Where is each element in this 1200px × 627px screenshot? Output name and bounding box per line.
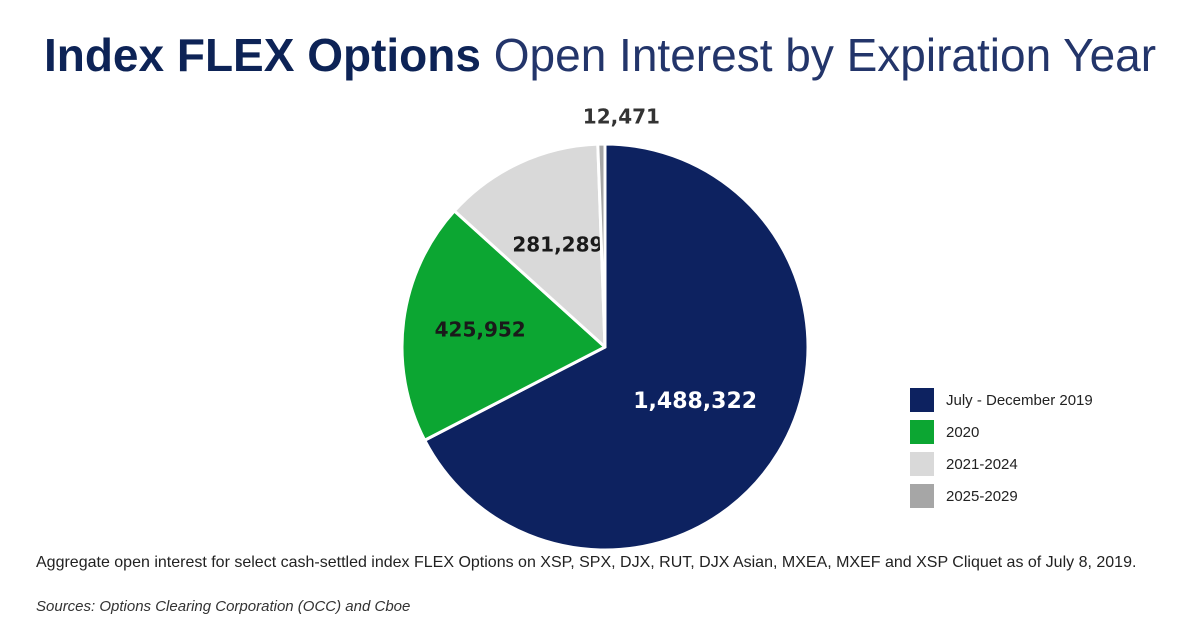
legend-swatch — [910, 452, 934, 476]
slice-data-label: 12,471 — [583, 105, 660, 129]
legend-item: July - December 2019 — [910, 384, 1093, 416]
slice-data-label: 1,488,322 — [633, 389, 757, 414]
legend-swatch — [910, 420, 934, 444]
chart-title-bold: Index FLEX Options — [43, 29, 481, 81]
legend-label: 2021-2024 — [946, 455, 1018, 473]
slice-data-label: 281,289 — [512, 232, 603, 256]
legend-swatch — [910, 388, 934, 412]
legend-label: 2025-2029 — [946, 487, 1018, 505]
chart-legend: July - December 2019 2020 2021-2024 2025… — [910, 384, 1093, 512]
chart-title: Index FLEX Options Open Interest by Expi… — [0, 28, 1200, 82]
sources-note: Sources: Options Clearing Corporation (O… — [36, 598, 411, 615]
pie-slice — [423, 142, 810, 552]
chart-title-rest: Open Interest by Expiration Year — [493, 29, 1157, 81]
pie-slice — [596, 142, 607, 349]
legend-label: July - December 2019 — [946, 391, 1093, 409]
legend-item: 2025-2029 — [910, 480, 1093, 512]
legend-item: 2020 — [910, 416, 1093, 448]
legend-swatch — [910, 484, 934, 508]
slice-data-label: 425,952 — [435, 317, 526, 341]
pie-slice — [452, 142, 607, 349]
footnote: Aggregate open interest for select cash-… — [36, 554, 1137, 571]
pie-slice — [400, 209, 607, 442]
legend-label: 2020 — [946, 423, 980, 441]
legend-item: 2021-2024 — [910, 448, 1093, 480]
